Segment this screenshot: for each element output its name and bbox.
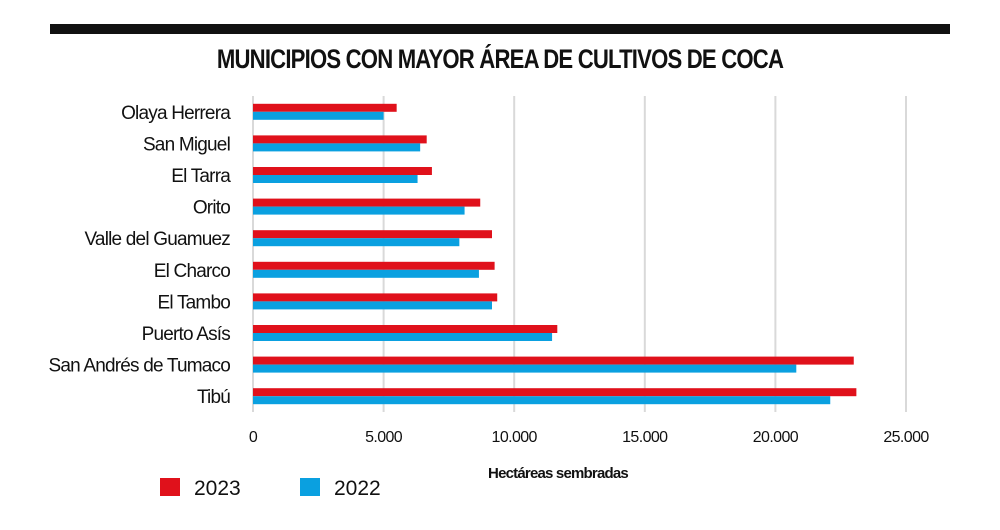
bar-2022 xyxy=(253,206,465,215)
x-tick-label: 10.000 xyxy=(492,429,538,446)
category-label: Valle del Guamuez xyxy=(84,229,230,250)
category-label: El Tambo xyxy=(158,292,231,313)
bar-2022 xyxy=(253,301,492,310)
x-axis-label: Hectáreas sembradas xyxy=(488,465,628,482)
category-label: El Charco xyxy=(154,261,230,282)
bar-2022 xyxy=(253,175,418,183)
bar-2022 xyxy=(253,269,479,278)
bar-2023 xyxy=(253,293,498,302)
legend-swatch-2023 xyxy=(160,478,180,496)
bar-2023 xyxy=(253,135,427,144)
bar-2022 xyxy=(253,111,384,120)
bar-2022 xyxy=(253,333,553,341)
bar-2022 xyxy=(253,364,797,373)
bar-2023 xyxy=(253,356,854,365)
category-label: San Andrés de Tumaco xyxy=(48,356,230,377)
x-tick-label: 20.000 xyxy=(753,429,799,446)
x-tick-label: 15.000 xyxy=(622,429,668,446)
bar-2023 xyxy=(253,261,495,270)
bar-2023 xyxy=(253,230,492,239)
bar-2023 xyxy=(253,103,397,112)
category-label: San Miguel xyxy=(143,134,230,155)
bar-2023 xyxy=(253,167,432,175)
category-label: Puerto Asís xyxy=(142,324,231,345)
legend-label: 2022 xyxy=(334,477,381,500)
category-label: El Tarra xyxy=(171,166,231,187)
bar-2023 xyxy=(253,198,481,207)
x-tick-label: 25.000 xyxy=(883,429,929,446)
legend-label: 2023 xyxy=(194,477,241,500)
category-label: Tibú xyxy=(197,387,230,408)
bar-2022 xyxy=(253,143,421,152)
chart-title: MUNICIPIOS CON MAYOR ÁREA DE CULTIVOS DE… xyxy=(216,44,784,74)
legend-swatch-2022 xyxy=(300,478,320,496)
x-tick-label: 0 xyxy=(249,429,258,446)
bar-2022 xyxy=(253,396,831,405)
category-label: Olaya Herrera xyxy=(121,103,231,124)
bar-2022 xyxy=(253,238,460,247)
top-rule xyxy=(50,24,950,34)
bar-2023 xyxy=(253,388,857,397)
x-tick-label: 5.000 xyxy=(365,429,403,446)
bar-2023 xyxy=(253,325,558,333)
category-label: Orito xyxy=(193,198,230,219)
